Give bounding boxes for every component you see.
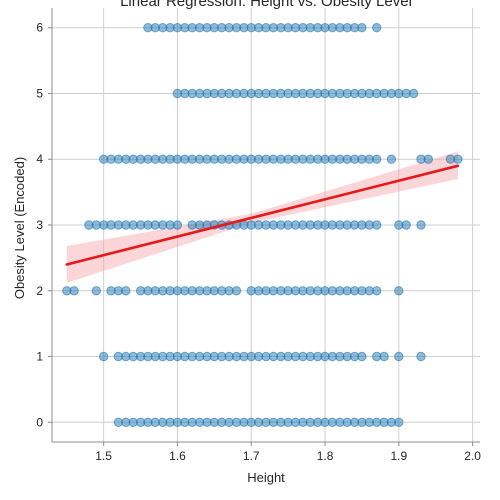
data-point (394, 417, 404, 427)
y-tick-label: 0 (36, 415, 43, 429)
data-point (408, 88, 419, 99)
data-point (357, 23, 367, 33)
confidence-band-layer (66, 151, 458, 283)
x-tick-label: 1.7 (243, 449, 260, 463)
y-tick-label: 1 (36, 350, 43, 364)
data-point (69, 286, 79, 296)
y-axis-label: Obesity Level (Encoded) (12, 157, 27, 299)
y-axis-ticks: 0 1 2 3 4 5 6 (36, 21, 52, 429)
data-point (423, 154, 433, 164)
data-point (416, 351, 426, 362)
data-point (372, 154, 382, 164)
data-point (91, 286, 102, 296)
data-point (372, 286, 382, 296)
data-point (231, 286, 242, 296)
y-tick-label: 4 (36, 152, 43, 166)
data-point (99, 351, 109, 362)
regression-line (65, 164, 460, 266)
x-tick-label: 1.8 (317, 449, 334, 463)
x-tick-label: 1.5 (95, 449, 112, 463)
y-tick-label: 3 (36, 218, 43, 232)
x-tick-label: 1.6 (169, 449, 186, 463)
data-point (172, 220, 183, 230)
y-tick-label: 5 (36, 86, 43, 100)
data-point (401, 220, 411, 230)
scatter-points (62, 23, 463, 427)
x-axis-ticks: 1.5 1.6 1.7 1.8 1.9 2.0 (95, 442, 481, 463)
chart-title: Linear Regression: Height vs. Obesity Le… (120, 0, 412, 10)
x-tick-label: 1.9 (390, 449, 407, 463)
data-point (394, 286, 404, 296)
confidence-band (66, 151, 458, 283)
data-point (386, 154, 397, 164)
data-point (379, 351, 389, 362)
y-tick-label: 6 (36, 21, 43, 35)
data-point (453, 154, 463, 164)
data-point (372, 220, 382, 230)
data-point (121, 286, 131, 296)
data-point (372, 23, 382, 33)
data-point (416, 220, 426, 230)
x-axis-label: Height (247, 470, 285, 485)
x-tick-label: 2.0 (464, 449, 481, 463)
data-point (357, 351, 367, 362)
y-tick-label: 2 (36, 284, 43, 298)
data-point (394, 351, 404, 362)
regression-line-layer (65, 164, 460, 266)
